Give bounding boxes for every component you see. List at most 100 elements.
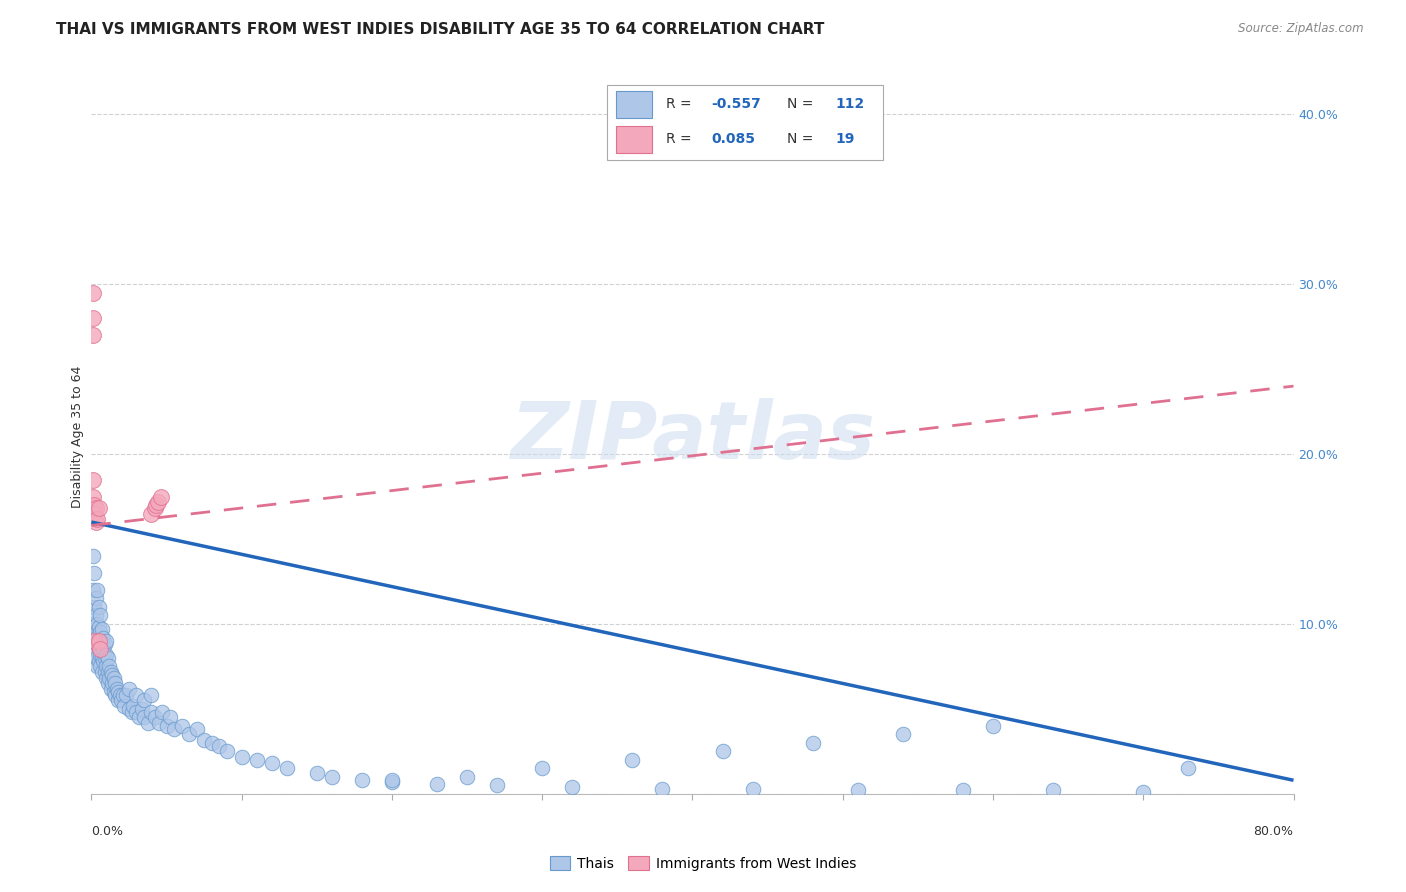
Point	[148, 715, 170, 730]
Text: THAI VS IMMIGRANTS FROM WEST INDIES DISABILITY AGE 35 TO 64 CORRELATION CHART: THAI VS IMMIGRANTS FROM WEST INDIES DISA…	[56, 22, 824, 37]
Point	[84, 515, 107, 529]
Point	[846, 783, 869, 797]
Point	[145, 498, 167, 512]
Point	[87, 634, 110, 648]
Point	[86, 637, 108, 651]
Point	[121, 706, 143, 720]
Point	[118, 702, 141, 716]
Point	[122, 698, 145, 713]
Point	[146, 494, 169, 508]
Point	[94, 651, 117, 665]
Point	[155, 719, 177, 733]
Point	[132, 710, 155, 724]
Point	[125, 689, 148, 703]
Point	[82, 311, 104, 326]
Point	[276, 761, 298, 775]
Point	[131, 702, 153, 716]
Point	[86, 511, 108, 525]
Point	[741, 781, 763, 796]
Point	[110, 693, 132, 707]
Point	[143, 710, 166, 724]
Point	[87, 501, 110, 516]
Point	[97, 676, 120, 690]
Point	[82, 285, 104, 300]
Point	[163, 723, 186, 737]
Point	[82, 328, 104, 343]
Point	[96, 659, 118, 673]
Point	[141, 706, 163, 720]
Point	[105, 681, 128, 696]
Point	[93, 654, 115, 668]
Point	[486, 778, 509, 792]
Text: R =: R =	[666, 132, 696, 146]
Point	[104, 676, 127, 690]
Point	[115, 689, 138, 703]
Point	[103, 685, 125, 699]
Point	[82, 473, 104, 487]
Point	[150, 706, 173, 720]
Point	[83, 566, 105, 580]
Point	[381, 773, 404, 788]
Point	[321, 770, 343, 784]
Text: 112: 112	[835, 97, 865, 112]
Point	[87, 631, 110, 645]
Point	[100, 665, 122, 679]
Point	[305, 766, 328, 780]
Point	[621, 753, 644, 767]
Point	[111, 689, 134, 703]
Point	[231, 749, 253, 764]
Point	[82, 490, 104, 504]
Point	[87, 654, 110, 668]
Point	[118, 681, 141, 696]
Text: R =: R =	[666, 97, 696, 112]
Text: N =: N =	[787, 132, 818, 146]
Bar	[616, 126, 652, 153]
Text: 80.0%: 80.0%	[1254, 825, 1294, 838]
Text: -0.557: -0.557	[711, 97, 761, 112]
Point	[84, 501, 107, 516]
Point	[89, 648, 111, 662]
Point	[456, 770, 478, 784]
Point	[93, 642, 115, 657]
Point	[83, 498, 105, 512]
Point	[84, 591, 107, 606]
Point	[138, 715, 160, 730]
Point	[84, 631, 107, 645]
Point	[90, 665, 112, 679]
Point	[141, 689, 163, 703]
Point	[350, 773, 373, 788]
Point	[891, 727, 914, 741]
Point	[1042, 783, 1064, 797]
Text: Source: ZipAtlas.com: Source: ZipAtlas.com	[1239, 22, 1364, 36]
Point	[90, 622, 112, 636]
Point	[381, 775, 404, 789]
Point	[981, 719, 1004, 733]
Point	[107, 693, 129, 707]
Point	[83, 507, 105, 521]
Point	[159, 710, 181, 724]
Point	[801, 736, 824, 750]
Point	[89, 659, 111, 673]
Point	[1177, 761, 1199, 775]
Point	[82, 617, 104, 632]
Point	[711, 744, 734, 758]
Point	[86, 582, 108, 597]
Point	[1132, 785, 1154, 799]
Point	[83, 625, 105, 640]
Point	[87, 599, 110, 614]
Point	[103, 671, 125, 685]
Text: 0.085: 0.085	[711, 132, 755, 146]
Point	[87, 642, 110, 657]
Text: ZIPatlas: ZIPatlas	[510, 398, 875, 476]
Point	[143, 501, 166, 516]
Point	[426, 777, 449, 791]
Point	[87, 620, 110, 634]
Point	[125, 706, 148, 720]
Point	[96, 634, 118, 648]
Point	[83, 642, 105, 657]
Point	[82, 582, 104, 597]
Point	[177, 727, 200, 741]
Point	[82, 634, 104, 648]
Point	[149, 490, 172, 504]
Bar	[616, 91, 652, 118]
